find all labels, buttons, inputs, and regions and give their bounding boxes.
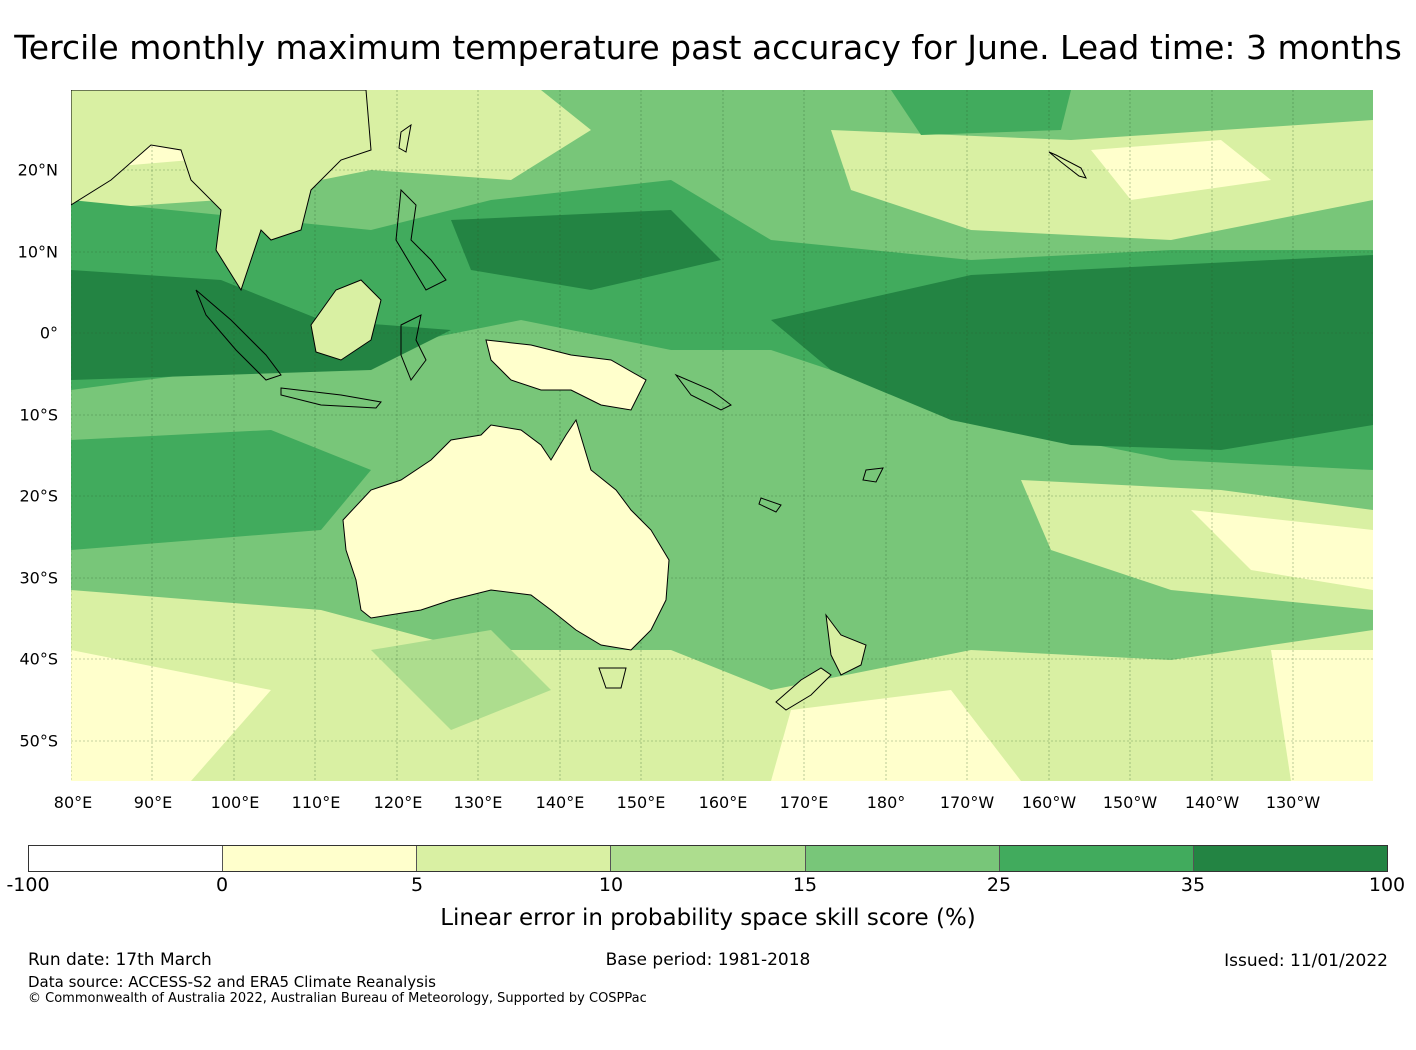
lon-label: 170°E [779, 793, 829, 812]
lon-label: 180° [866, 793, 906, 812]
colorbar-segment [999, 846, 1194, 871]
map-canvas [71, 90, 1373, 781]
lon-label: 150°E [616, 793, 666, 812]
colorbar-title: Linear error in probability space skill … [440, 905, 976, 931]
colorbar-tick: 10 [598, 874, 624, 896]
colorbar-segment [223, 846, 418, 871]
asia-coast [71, 90, 372, 292]
data-source: Data source: ACCESS-S2 and ERA5 Climate … [28, 973, 436, 991]
colorbar-segment [1193, 846, 1387, 871]
new-zealand-north-coast [825, 613, 867, 676]
lon-label: 90°E [133, 793, 173, 812]
lon-label: 130°W [1265, 793, 1321, 812]
colorbar-segment [417, 846, 612, 871]
hawaii-islands [1048, 151, 1087, 179]
new-caledonia [758, 497, 782, 513]
fiji-islands [862, 467, 884, 483]
lon-label: 120°E [373, 793, 423, 812]
colorbar-segment [611, 846, 806, 871]
colorbar-tick: 5 [410, 874, 424, 896]
lat-label: 20°S [19, 486, 58, 506]
lon-label: 170°W [939, 793, 995, 812]
colorbar-tick: 100 [1368, 874, 1406, 896]
sumatra-coast [195, 289, 282, 381]
java-coast [280, 387, 382, 409]
sulawesi-coast [400, 314, 427, 382]
lat-label: 10°S [19, 405, 58, 425]
skill-bands [71, 90, 1373, 781]
colorbar-segment [29, 846, 224, 871]
lon-label: 160°W [1021, 793, 1077, 812]
lat-label: 30°S [19, 568, 58, 588]
skill-score-map[interactable] [71, 90, 1373, 781]
lat-label: 10°N [17, 242, 58, 262]
base-period: Base period: 1981-2018 [605, 950, 811, 970]
lon-label: 150°W [1102, 793, 1158, 812]
lat-label: 20°N [17, 160, 58, 180]
copyright: © Commonwealth of Australia 2022, Austra… [28, 991, 647, 1006]
colorbar [28, 845, 1388, 872]
lon-label: 100°E [210, 793, 260, 812]
lat-label: 0° [39, 323, 58, 343]
map-title: Tercile monthly maximum temperature past… [14, 28, 1402, 67]
coastlines [71, 90, 1087, 711]
colorbar-segment [805, 846, 1000, 871]
lat-label: 40°S [19, 649, 58, 669]
borneo-coast [310, 279, 382, 361]
new-zealand-south-coast [775, 667, 832, 711]
solomon-islands [674, 373, 732, 411]
lon-label: 140°E [535, 793, 585, 812]
run-date: Run date: 17th March [28, 950, 212, 970]
tasmania-coast [598, 667, 627, 689]
taiwan-coast [398, 123, 412, 153]
australia-coast [342, 418, 670, 651]
colorbar-tick: 15 [792, 874, 818, 896]
lon-label: 110°E [291, 793, 341, 812]
lat-label: 50°S [19, 731, 58, 751]
philippines-coast [395, 188, 447, 291]
lon-label: 160°E [698, 793, 748, 812]
colorbar-tick: 0 [215, 874, 229, 896]
lon-label: 80°E [53, 793, 93, 812]
colorbar-tick: 35 [1180, 874, 1206, 896]
lon-label: 140°W [1184, 793, 1240, 812]
new-guinea-coast [485, 339, 647, 411]
colorbar-tick: -100 [6, 874, 50, 896]
colorbar-tick: 25 [986, 874, 1012, 896]
lon-label: 130°E [453, 793, 503, 812]
issued-date: Issued: 11/01/2022 [1224, 951, 1388, 971]
